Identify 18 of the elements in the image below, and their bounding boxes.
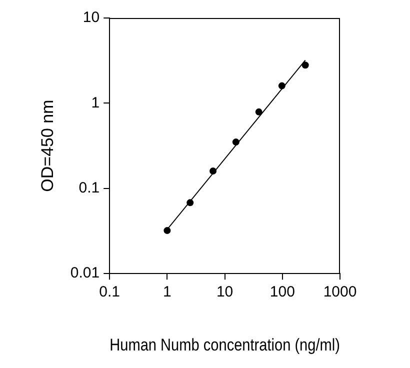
point <box>232 138 240 146</box>
point <box>210 168 217 175</box>
x-tick-label: 1 <box>163 284 172 301</box>
point <box>164 227 171 234</box>
y-tick-label: 0.1 <box>78 180 100 197</box>
y-tick-label: 10 <box>82 9 100 26</box>
y-tick-label: 1 <box>91 94 100 112</box>
point <box>255 108 262 116</box>
x-tick-label: 1000 <box>323 284 357 301</box>
x-tick-label: 10 <box>216 284 234 301</box>
y-tick-label: 0.01 <box>70 264 100 282</box>
x-axis-title: Human Numb concentration (ng/ml) <box>110 336 340 355</box>
point <box>186 199 194 206</box>
x-tick-label: 0.1 <box>99 284 120 301</box>
y-axis-title: OD=450 nm <box>38 100 57 192</box>
x-tick-label: 100 <box>270 284 295 301</box>
point <box>302 62 309 69</box>
point <box>278 82 286 90</box>
